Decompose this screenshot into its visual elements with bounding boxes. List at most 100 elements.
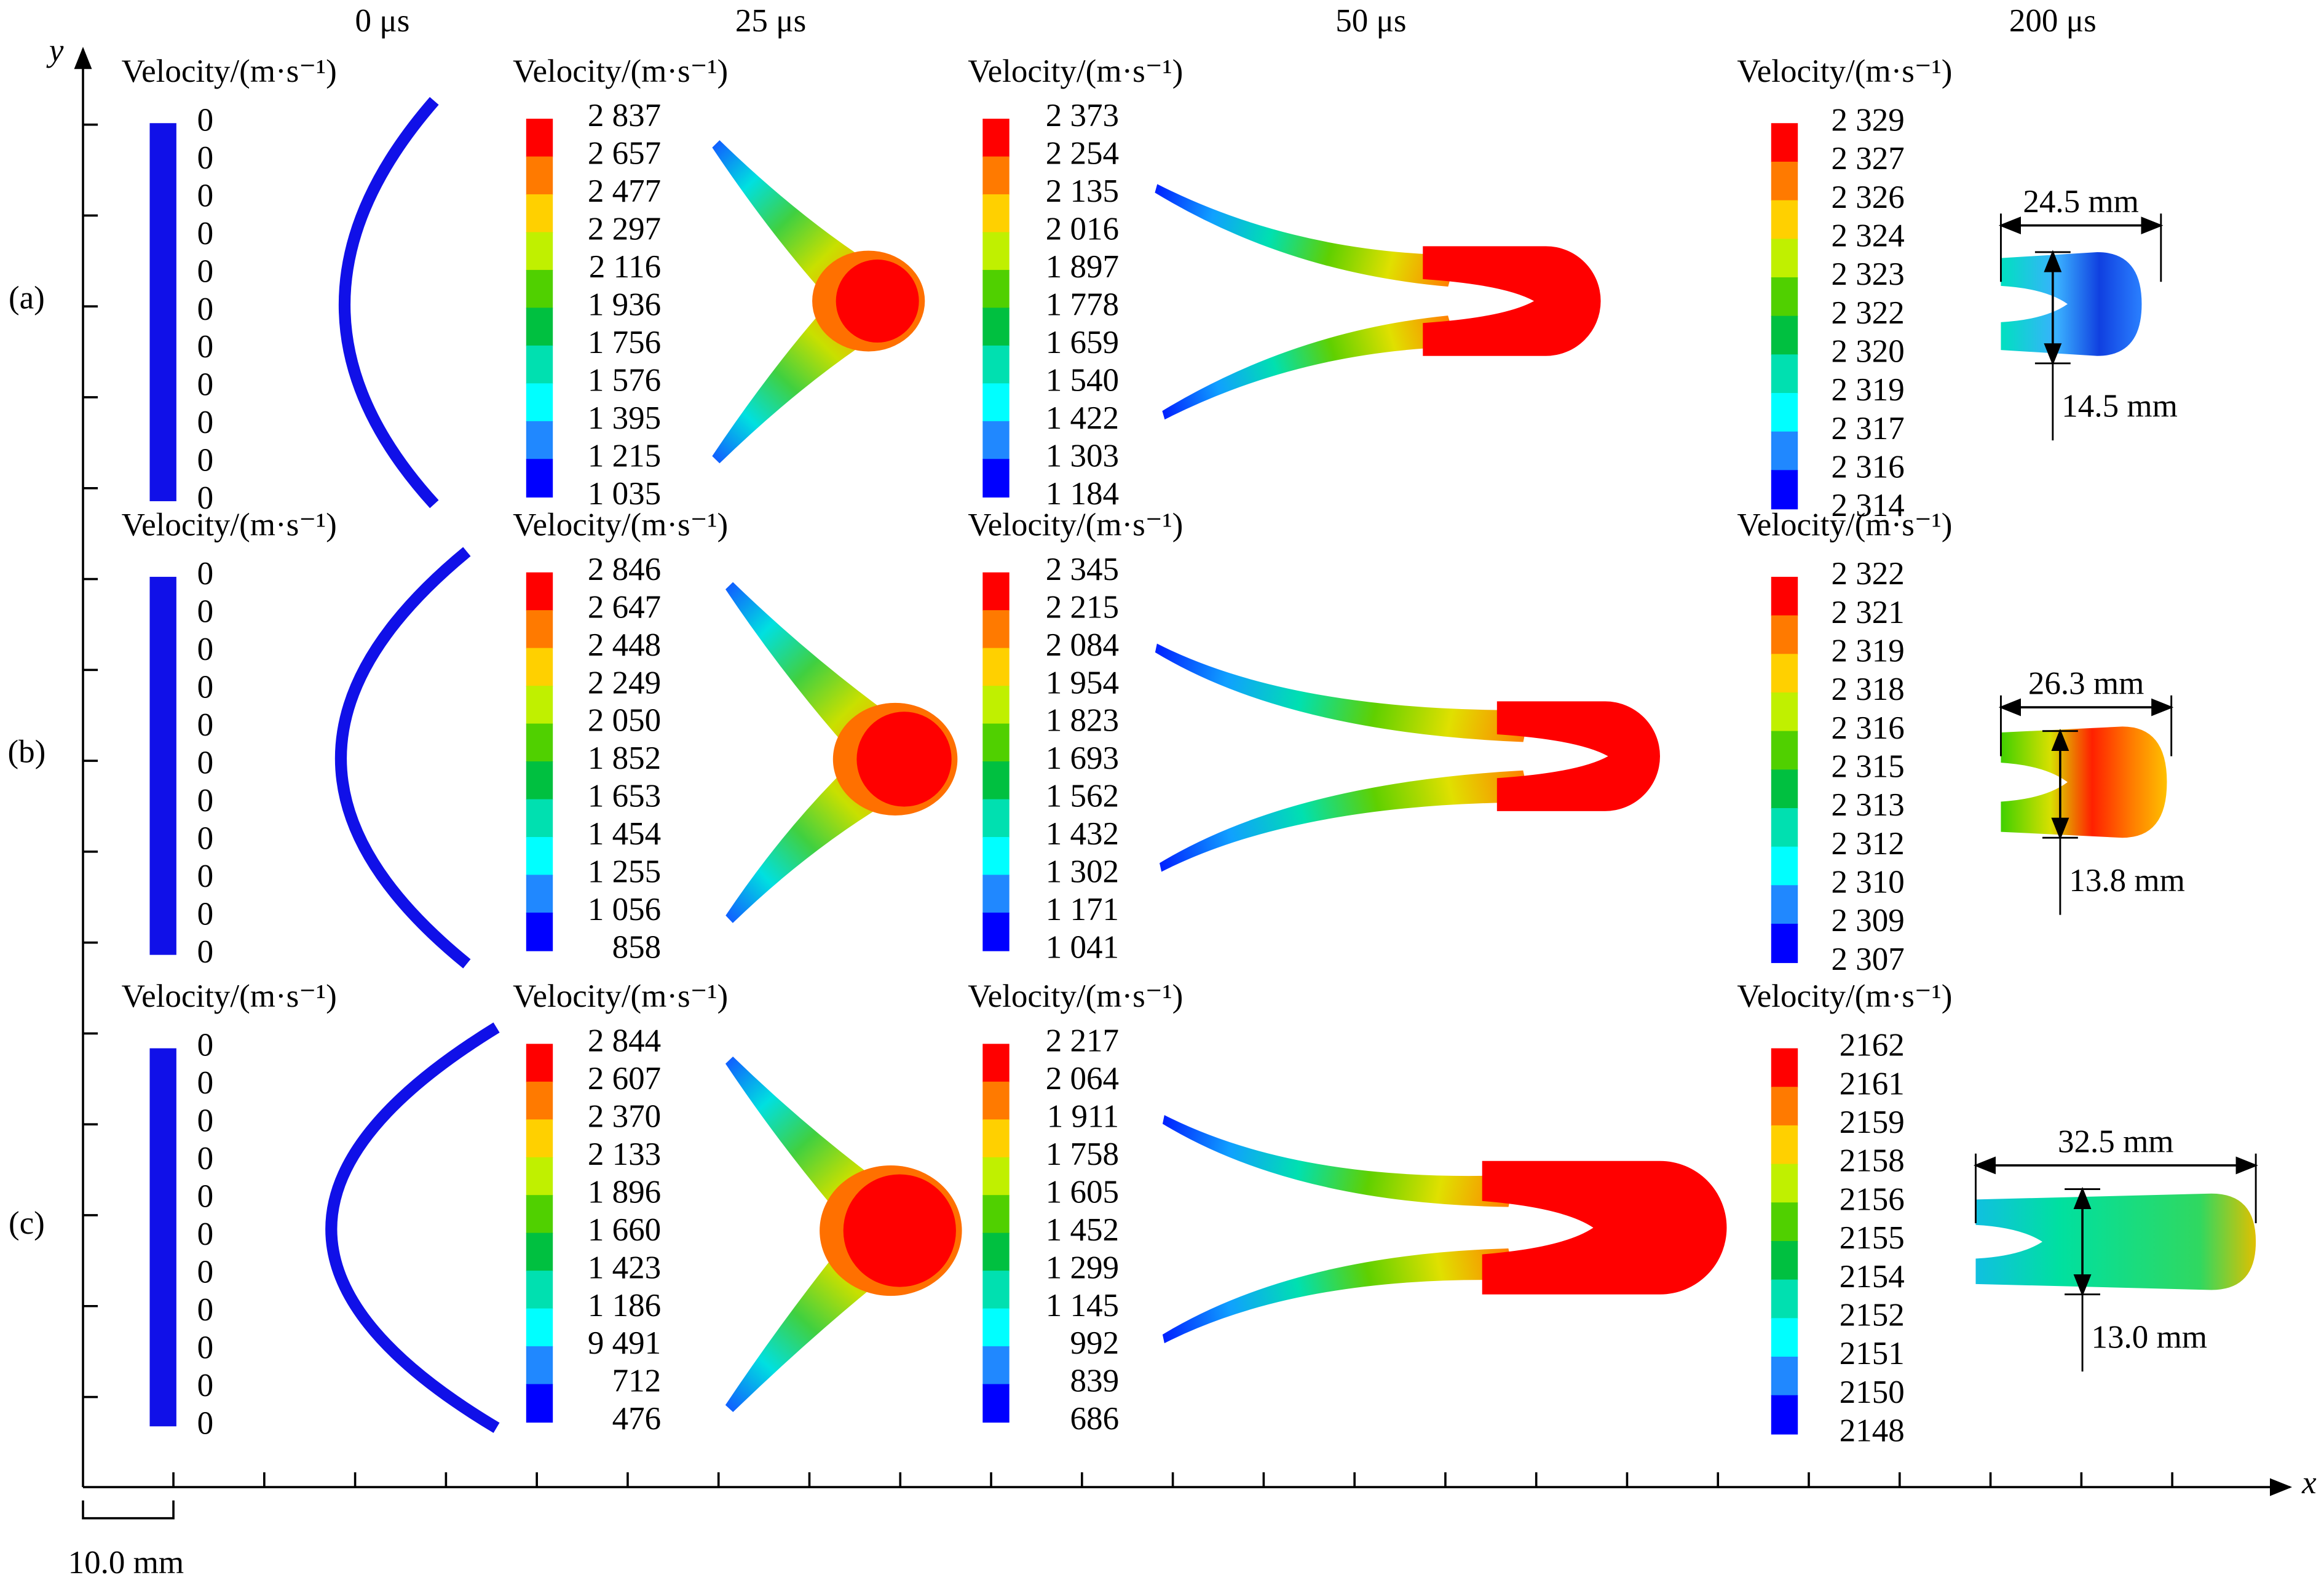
legend-title: Velocity/(m·s⁻¹)	[122, 978, 337, 1014]
colorbar-segment	[1771, 576, 1798, 616]
legend-label: 2 116	[589, 249, 661, 285]
colorbar-segment	[526, 1081, 553, 1121]
legend-label: 1 171	[1046, 892, 1119, 927]
legend-label: 1 758	[1046, 1137, 1119, 1172]
legend-label: 1 936	[588, 287, 661, 323]
colorbar-segment	[982, 156, 1010, 196]
legend-label: 1 778	[1046, 287, 1119, 323]
colorbar-segment	[1771, 123, 1798, 163]
width-label: 32.5 mm	[2058, 1124, 2174, 1159]
legend-label: 1 302	[1046, 854, 1119, 890]
legend-label: 2 084	[1046, 627, 1119, 663]
legend-label: 2150	[1840, 1375, 1905, 1410]
liner-arc	[339, 97, 439, 509]
colorbar-segment	[526, 232, 553, 271]
colorbar-segment	[1771, 470, 1798, 510]
jet-head	[836, 260, 919, 343]
legend-label: 2 316	[1831, 710, 1904, 746]
colorbar-segment	[1771, 200, 1798, 240]
colorbar-segment	[1771, 731, 1798, 771]
colorbar-segment	[526, 156, 553, 196]
legend-label: 839	[1070, 1363, 1120, 1399]
legend-label: 858	[612, 930, 662, 966]
jet-wing	[1160, 770, 1530, 872]
liner-arc	[335, 547, 471, 969]
row-label: (c)	[9, 1205, 45, 1241]
legend-label: 1 255	[588, 854, 661, 890]
legend-label: 1 756	[588, 325, 661, 360]
colorbar-segment	[526, 1346, 553, 1385]
legend-label: 2161	[1840, 1066, 1905, 1101]
legend-label: 992	[1070, 1325, 1120, 1361]
legend-label: 1 395	[588, 400, 661, 436]
legend-label: 1 432	[1046, 816, 1119, 852]
jet-head	[856, 712, 952, 807]
legend-label: 1 562	[1046, 779, 1119, 814]
legend-label: 0	[197, 670, 214, 705]
colorbar-segment	[982, 1308, 1010, 1347]
colorbar-segment	[982, 1044, 1010, 1082]
colorbar-segment	[982, 572, 1010, 611]
colorbar-segment	[526, 610, 553, 649]
legend-title: Velocity/(m·s⁻¹)	[1737, 978, 1952, 1014]
legend-label: 2 327	[1831, 141, 1904, 177]
colorbar-segment	[1771, 654, 1798, 694]
legend-title: Velocity/(m·s⁻¹)	[122, 507, 337, 543]
legend-label: 0	[197, 707, 214, 743]
legend-label: 2 324	[1831, 218, 1904, 253]
legend-label: 2 846	[588, 552, 661, 587]
legend-title: Velocity/(m·s⁻¹)	[968, 54, 1183, 89]
colorbar-segment	[1771, 1125, 1798, 1165]
colorbar-segment	[526, 723, 553, 763]
colorbar-segment	[1771, 239, 1798, 279]
gap-label: 13.0 mm	[2092, 1320, 2208, 1355]
legend-label: 2 647	[588, 589, 661, 625]
colorbar-segment	[1771, 1087, 1798, 1127]
colorbar-segment	[982, 837, 1010, 876]
colorbar-segment	[526, 307, 553, 347]
legend-label: 1 145	[1046, 1288, 1119, 1323]
legend-label: 1 422	[1046, 400, 1119, 436]
legend-label: 2 318	[1831, 672, 1904, 707]
legend-label: 0	[197, 1330, 214, 1365]
colorbar-segment	[526, 875, 553, 914]
legend-label: 476	[612, 1401, 662, 1437]
legend-label: 2 314	[1831, 488, 1904, 523]
legend-label: 2 370	[588, 1098, 661, 1134]
colorbar-segment	[1771, 846, 1798, 886]
legend-label: 0	[197, 292, 214, 327]
jet-head	[1423, 246, 1601, 356]
legend-label: 0	[197, 1255, 214, 1290]
colorbar-segment	[526, 799, 553, 838]
colorbar-segment	[526, 421, 553, 460]
colorbar-segment	[526, 194, 553, 233]
legend-label: 1 659	[1046, 325, 1119, 360]
column-header: 200 μs	[2009, 3, 2097, 39]
colorbar-segment	[1771, 277, 1798, 317]
colorbar-segment	[526, 912, 553, 951]
legend-label: 2151	[1840, 1336, 1905, 1371]
legend-label: 2 254	[1046, 136, 1119, 172]
column-header: 0 μs	[355, 3, 410, 39]
colorbar-segment	[982, 686, 1010, 724]
projectile-bar	[149, 576, 176, 955]
colorbar-segment	[526, 686, 553, 724]
legend-label: 2 133	[588, 1137, 661, 1172]
legend-label: 2 317	[1831, 411, 1904, 446]
colorbar-segment	[982, 1346, 1010, 1385]
colorbar-segment	[982, 1081, 1010, 1121]
legend-label: 1 184	[1046, 476, 1119, 512]
row-label: (a)	[9, 280, 45, 316]
legend-label: 2 309	[1831, 903, 1904, 938]
colorbar-segment	[982, 345, 1010, 384]
colorbar-segment	[526, 383, 553, 422]
legend-label: 686	[1070, 1401, 1120, 1437]
colorbar-segment	[982, 459, 1010, 498]
legend-label: 0	[197, 253, 214, 289]
width-label: 26.3 mm	[2028, 665, 2144, 701]
legend-label: 0	[197, 329, 214, 365]
colorbar-segment	[982, 799, 1010, 838]
legend-label: 2 657	[588, 136, 661, 172]
